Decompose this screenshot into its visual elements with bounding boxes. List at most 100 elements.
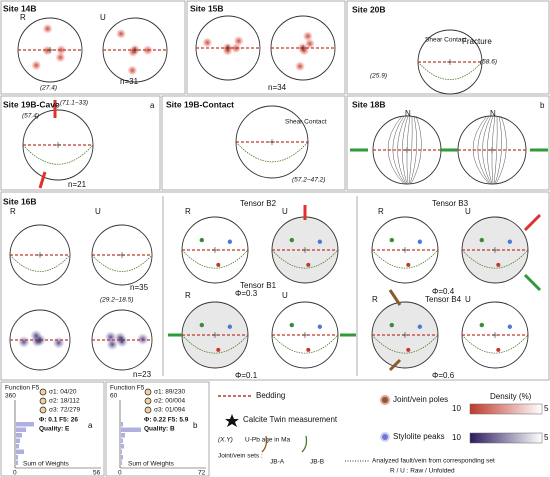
panel-label: U	[100, 13, 106, 22]
legend-text: Calcite Twin measurement	[243, 415, 338, 424]
panel-label: R	[20, 13, 26, 22]
hist-bar	[16, 427, 26, 432]
density-blob	[17, 335, 30, 348]
tag: b	[193, 421, 198, 430]
sigma1	[289, 322, 294, 328]
sigma-marker	[39, 388, 47, 396]
panel-title: Tensor B2	[240, 199, 277, 208]
panel-title: Site 18B	[352, 99, 386, 109]
stress-arrow	[523, 213, 542, 232]
panel-label: b	[540, 101, 545, 110]
density-blob	[56, 45, 67, 55]
panel-title: Site 16B	[3, 196, 37, 206]
fracture-arc	[494, 115, 502, 185]
x-min: 0	[13, 470, 17, 477]
panel-label: (57.2−47.2)	[292, 177, 325, 184]
function-label: Function F5	[5, 385, 40, 392]
sigma3	[306, 347, 311, 352]
sigma3	[496, 347, 501, 352]
panel-label: Φ=0.1	[235, 371, 258, 380]
fracture-arc	[408, 115, 413, 185]
hist-bar	[121, 460, 122, 465]
legend-text: Analyzed fault/vein from corresponding s…	[372, 458, 495, 465]
fracture-arc	[477, 115, 491, 185]
stress-axis: σ3: 01/094	[154, 407, 186, 414]
panel-label: Φ=0.3	[235, 289, 258, 298]
fracture-arc	[402, 115, 409, 185]
great-circle	[371, 249, 439, 269]
stress-axis: σ2: 00/004	[154, 398, 186, 405]
panel-label: Fracture	[462, 37, 492, 46]
sigma2	[417, 324, 423, 329]
hist-bar	[16, 460, 18, 465]
hist-bar	[16, 455, 18, 460]
sigma1	[289, 237, 294, 243]
legend-text: U-Pb age in Ma	[245, 437, 291, 444]
panel-title: Site 14B	[3, 3, 37, 13]
hist-bar	[16, 444, 19, 449]
legend-text: (X.Y)	[218, 437, 233, 444]
hist-bar	[16, 438, 20, 443]
great-circle	[91, 254, 153, 272]
sigma-marker	[39, 406, 47, 414]
density-blob	[42, 23, 53, 34]
great-circle	[461, 249, 529, 269]
panel-label: U	[282, 291, 288, 300]
sigma3	[496, 262, 501, 267]
sigma1	[389, 322, 394, 328]
density-blob	[52, 336, 65, 349]
sigma3	[406, 347, 411, 352]
hist-bar	[16, 433, 22, 438]
panel-label: (27.4)	[40, 85, 57, 92]
fracture-arc	[493, 115, 498, 185]
sigma3	[306, 262, 311, 267]
y-tick-label: 360	[5, 393, 16, 400]
density-blob	[106, 338, 119, 351]
sigma1	[199, 322, 204, 328]
panel-label: (25.9)	[370, 73, 387, 80]
great-circle	[461, 334, 529, 354]
panel-label: R	[185, 291, 191, 300]
great-circle	[271, 334, 339, 354]
density-blob	[114, 331, 127, 344]
legend-text: Joint/vein sets :	[218, 453, 263, 460]
panel-label: R	[10, 207, 16, 216]
legend-text: JB-B	[310, 459, 324, 466]
density-blob	[202, 37, 213, 48]
sigma-marker	[144, 406, 152, 414]
legend-text: Density (%)	[490, 392, 532, 401]
panel-label: (29.2−18.5)	[100, 297, 133, 304]
legend-text: JB-A	[270, 459, 285, 466]
hist-bar	[121, 422, 123, 427]
panel-label: Φ=0.4	[432, 287, 455, 296]
density-blob	[142, 45, 153, 56]
hist-bar	[121, 449, 122, 454]
fracture-arc	[487, 115, 494, 185]
great-circle	[371, 334, 439, 354]
hist-bar	[121, 438, 123, 443]
hist-bar	[121, 455, 123, 460]
density-blob	[127, 65, 138, 76]
legend-text: 10	[452, 404, 461, 413]
hist-bar	[16, 449, 24, 454]
panel-label: Shear Contact	[425, 37, 467, 44]
sigma-marker	[39, 397, 47, 405]
panel-label: n=34	[268, 83, 287, 92]
legend-text: 5	[544, 433, 549, 442]
x-min: 0	[118, 470, 122, 477]
sigma2	[317, 239, 323, 244]
sigma-marker	[144, 397, 152, 405]
sigma2	[507, 239, 513, 244]
sigma2	[507, 324, 513, 329]
panel-label: N	[405, 109, 411, 118]
density-blob	[31, 60, 42, 71]
stats: Φ: 0.22 F5: 5.9	[144, 417, 189, 424]
density-blob	[136, 333, 149, 346]
panel-label: N	[490, 109, 496, 118]
legend-text: Bedding	[256, 391, 285, 400]
stress-arrow	[388, 358, 402, 372]
stress-axis: σ2: 18/112	[49, 398, 80, 405]
sigma1	[479, 322, 484, 328]
